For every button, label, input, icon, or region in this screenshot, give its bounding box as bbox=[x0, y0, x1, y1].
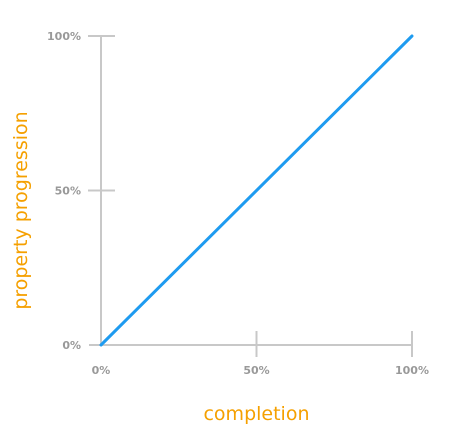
y-axis-title: property progression bbox=[10, 111, 32, 309]
x-axis-title: completion bbox=[203, 403, 309, 425]
x-tick-label: 100% bbox=[395, 364, 429, 377]
x-tick-label: 0% bbox=[92, 364, 111, 377]
y-tick-label: 0% bbox=[62, 339, 81, 352]
x-ticks: 0% 50% 100% bbox=[92, 331, 429, 377]
series-group bbox=[99, 34, 414, 347]
series-line bbox=[99, 34, 414, 347]
y-tick-label: 50% bbox=[55, 185, 81, 198]
x-tick-label: 50% bbox=[243, 364, 269, 377]
axes: 0% 50% 100% 0% 50% 100% bbox=[47, 30, 429, 377]
y-tick-label: 100% bbox=[47, 30, 81, 43]
y-ticks: 0% 50% 100% bbox=[47, 30, 115, 352]
